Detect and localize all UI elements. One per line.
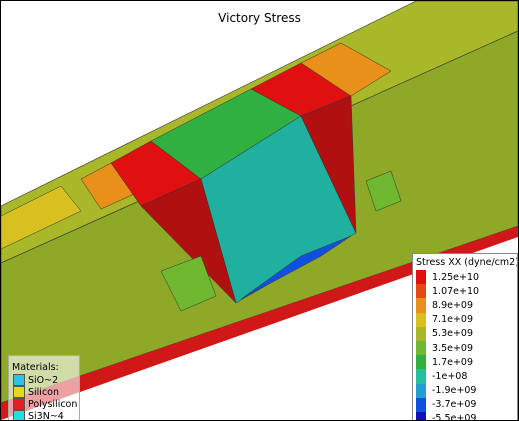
- contour: [240, 235, 352, 300]
- colorbar-level: -1e+08: [413, 369, 517, 384]
- material-item: Silicon: [9, 386, 79, 398]
- colorbar-level: -1.9e+09: [413, 383, 517, 398]
- color-swatch: [416, 355, 426, 370]
- color-swatch: [416, 284, 426, 299]
- color-swatch: [416, 411, 426, 420]
- contour: [365, 170, 402, 212]
- colorbar-level: 1.07e+10: [413, 284, 517, 299]
- level-label: 7.1e+09: [432, 314, 474, 326]
- colorbar-level: 1.25e+10: [413, 270, 517, 285]
- level-label: 1.07e+10: [432, 285, 480, 297]
- material-label: Polysilicon: [28, 398, 78, 410]
- bottom-edge: [1, 226, 518, 420]
- color-swatch: [416, 397, 426, 412]
- colorbar-level: -5.5e+09: [413, 411, 517, 421]
- color-swatch: [416, 340, 426, 356]
- trench-edge: [140, 178, 237, 304]
- colorbar-level: 5.3e+09: [413, 326, 517, 341]
- level-label: 5.3e+09: [432, 328, 474, 340]
- contour: [160, 255, 217, 312]
- material-item: SiO~2: [9, 374, 79, 386]
- colorbar-level: -3.7e+09: [413, 397, 517, 412]
- material-label: SiO~2: [28, 374, 59, 386]
- color-swatch: [416, 270, 426, 285]
- level-label: -1e+08: [432, 370, 468, 382]
- material-label: Silicon: [28, 386, 60, 398]
- colorbar-legend: Stress XX (dyne/cm2) 1.25e+10 1.07e+10 8.9…: [412, 253, 518, 421]
- color-swatch: [13, 386, 25, 398]
- material-label: Si3N~4: [28, 410, 64, 421]
- level-label: 8.9e+09: [432, 299, 474, 311]
- level-label: -5.5e+09: [432, 413, 477, 421]
- colorbar-level: 7.1e+09: [413, 312, 517, 327]
- materials-legend: Materials: SiO~2 Silicon Polysilicon Si3N~4: [8, 355, 80, 421]
- color-swatch: [416, 383, 426, 398]
- color-swatch: [416, 326, 426, 341]
- contour: [1, 185, 82, 250]
- colorbar-level: 8.9e+09: [413, 298, 517, 313]
- level-label: -3.7e+09: [432, 399, 477, 411]
- color-swatch: [13, 398, 25, 410]
- material-item: Polysilicon: [9, 398, 79, 410]
- trench-edge: [300, 95, 357, 234]
- material-item: Si3N~4: [9, 410, 79, 421]
- level-label: 3.5e+09: [432, 342, 474, 354]
- contour: [300, 42, 392, 97]
- colorbar-level: 1.7e+09: [413, 355, 517, 370]
- color-swatch: [416, 312, 426, 327]
- title: Victory Stress: [218, 11, 301, 25]
- level-label: -1.9e+09: [432, 385, 477, 397]
- color-swatch: [13, 374, 25, 386]
- color-swatch: [416, 369, 426, 384]
- colorbar-level: 3.5e+09: [413, 340, 517, 356]
- level-label: 1.7e+09: [432, 356, 474, 368]
- materials-title: Materials:: [12, 362, 59, 373]
- color-swatch: [416, 298, 426, 313]
- level-label: 1.25e+10: [432, 271, 480, 283]
- color-swatch: [13, 410, 25, 420]
- colorbar-title: Stress XX (dyne/cm2): [416, 257, 518, 268]
